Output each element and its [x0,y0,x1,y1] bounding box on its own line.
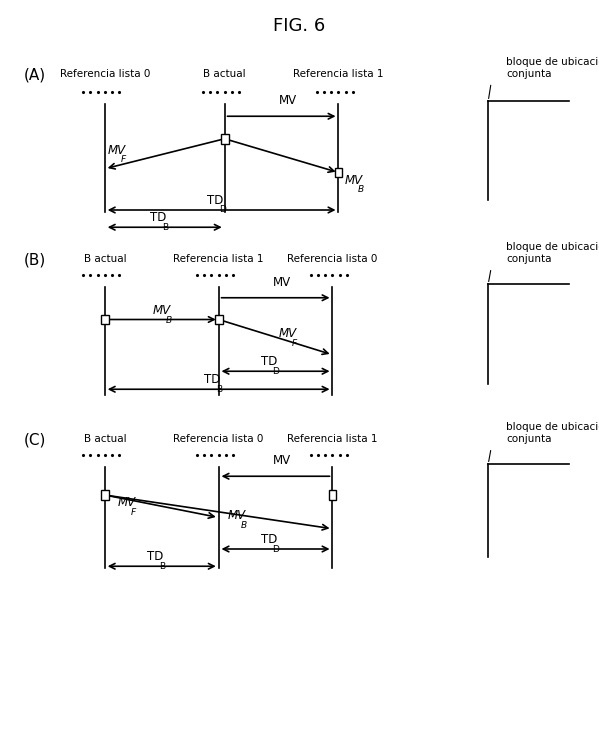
Text: TD: TD [261,532,277,546]
Text: bloque de ubicación
conjunta: bloque de ubicación conjunta [506,242,599,264]
Text: F: F [292,339,297,348]
Text: (C): (C) [24,433,46,448]
Bar [215,315,223,324]
Text: F: F [131,508,137,517]
Text: MV: MV [279,94,297,107]
Text: MV: MV [153,304,171,317]
Text: B: B [166,316,172,325]
Bar [101,315,109,324]
Text: D: D [219,206,225,214]
Text: MV: MV [118,496,136,509]
Text: B: B [216,385,222,394]
Text: B: B [162,223,168,232]
Text: MV: MV [344,173,362,187]
Text: B actual: B actual [83,254,126,264]
Text: TD: TD [261,355,277,368]
Text: MV: MV [273,454,291,467]
Text: MV: MV [108,143,126,157]
Text: TD: TD [207,194,223,207]
Text: FIG. 6: FIG. 6 [273,17,326,35]
Text: F: F [121,155,126,164]
Text: TD: TD [204,373,220,386]
Bar [334,168,343,178]
Text: B actual: B actual [203,69,246,79]
Text: Referencia lista 1: Referencia lista 1 [173,254,264,264]
Text: (A): (A) [24,68,46,82]
Text: MV: MV [273,276,291,289]
Text: B: B [241,520,247,530]
Bar [101,490,109,500]
Bar [220,134,229,144]
Text: bloque de ubicación
conjunta: bloque de ubicación conjunta [506,422,599,444]
Text: MV: MV [279,327,297,340]
Text: Referencia lista 1: Referencia lista 1 [287,434,378,444]
Text: Referencia lista 0: Referencia lista 0 [60,69,150,79]
Text: Referencia lista 1: Referencia lista 1 [293,69,384,79]
Text: D: D [273,544,279,554]
Text: B: B [159,562,165,571]
Text: D: D [273,367,279,376]
Text: B actual: B actual [83,434,126,444]
Bar [329,490,337,500]
Text: (B): (B) [24,253,46,268]
Text: Referencia lista 0: Referencia lista 0 [174,434,264,444]
Text: TD: TD [150,211,166,224]
Text: TD: TD [147,550,163,563]
Text: B: B [358,185,364,194]
Text: bloque de ubicación
conjunta: bloque de ubicación conjunta [506,57,599,79]
Text: MV: MV [228,509,246,522]
Text: Referencia lista 0: Referencia lista 0 [288,254,377,264]
